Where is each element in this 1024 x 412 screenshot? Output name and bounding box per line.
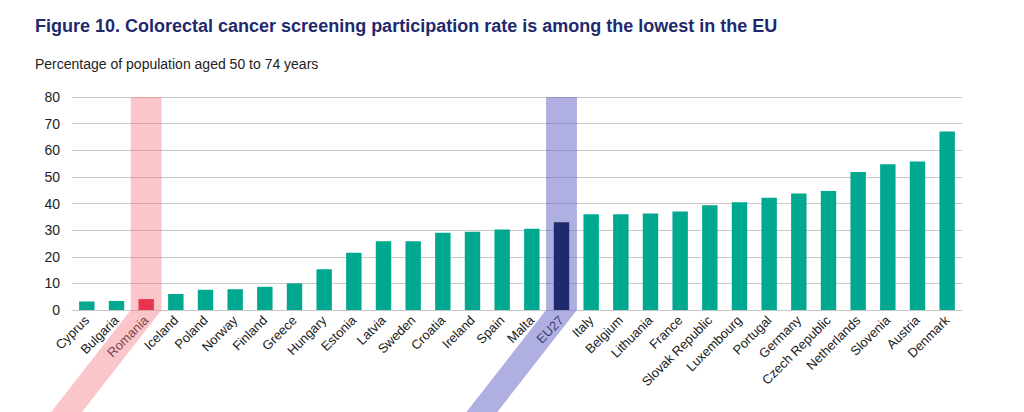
svg-text:Portugal: Portugal: [729, 312, 775, 358]
svg-text:50: 50: [44, 169, 60, 185]
svg-text:70: 70: [44, 116, 60, 132]
svg-text:Cyprus: Cyprus: [52, 312, 93, 353]
svg-text:Iceland: Iceland: [140, 312, 182, 353]
svg-text:Netherlands: Netherlands: [803, 312, 864, 373]
svg-text:40: 40: [44, 196, 60, 212]
svg-text:20: 20: [44, 249, 60, 265]
svg-text:80: 80: [44, 89, 60, 105]
svg-text:Croatia: Croatia: [408, 312, 449, 353]
svg-text:Slovak Republic: Slovak Republic: [638, 312, 716, 390]
svg-text:Latvia: Latvia: [353, 312, 389, 348]
svg-text:Denmark: Denmark: [905, 312, 953, 360]
svg-text:Norway: Norway: [198, 312, 241, 355]
svg-text:Finland: Finland: [229, 312, 271, 354]
svg-text:Malta: Malta: [504, 312, 538, 346]
svg-text:Slovenia: Slovenia: [847, 312, 893, 358]
svg-text:Bulgaria: Bulgaria: [77, 312, 122, 357]
svg-text:Luxembourg: Luxembourg: [683, 312, 745, 375]
svg-text:Belgium: Belgium: [582, 312, 627, 357]
svg-text:0: 0: [52, 302, 60, 318]
svg-text:60: 60: [44, 142, 60, 158]
svg-text:Spain: Spain: [473, 313, 507, 347]
svg-text:30: 30: [44, 222, 60, 238]
svg-text:Ireland: Ireland: [439, 313, 478, 352]
svg-text:Lithuania: Lithuania: [608, 312, 656, 360]
svg-text:France: France: [646, 312, 686, 352]
svg-text:Austria: Austria: [883, 312, 923, 352]
svg-text:10: 10: [44, 275, 60, 291]
svg-text:Hungary: Hungary: [284, 312, 330, 358]
svg-text:Czech Republic: Czech Republic: [758, 312, 834, 388]
svg-text:Figure 10. Colorectal cancer s: Figure 10. Colorectal cancer screening p…: [35, 16, 777, 36]
svg-text:Italy: Italy: [569, 312, 597, 341]
svg-text:Germany: Germany: [755, 312, 805, 362]
svg-text:Estonia: Estonia: [318, 312, 360, 354]
svg-text:Sweden: Sweden: [375, 313, 419, 357]
svg-text:Greece: Greece: [259, 312, 300, 354]
svg-text:Percentage of population aged: Percentage of population aged 50 to 74 y…: [35, 56, 318, 72]
svg-text:Poland: Poland: [171, 312, 211, 352]
